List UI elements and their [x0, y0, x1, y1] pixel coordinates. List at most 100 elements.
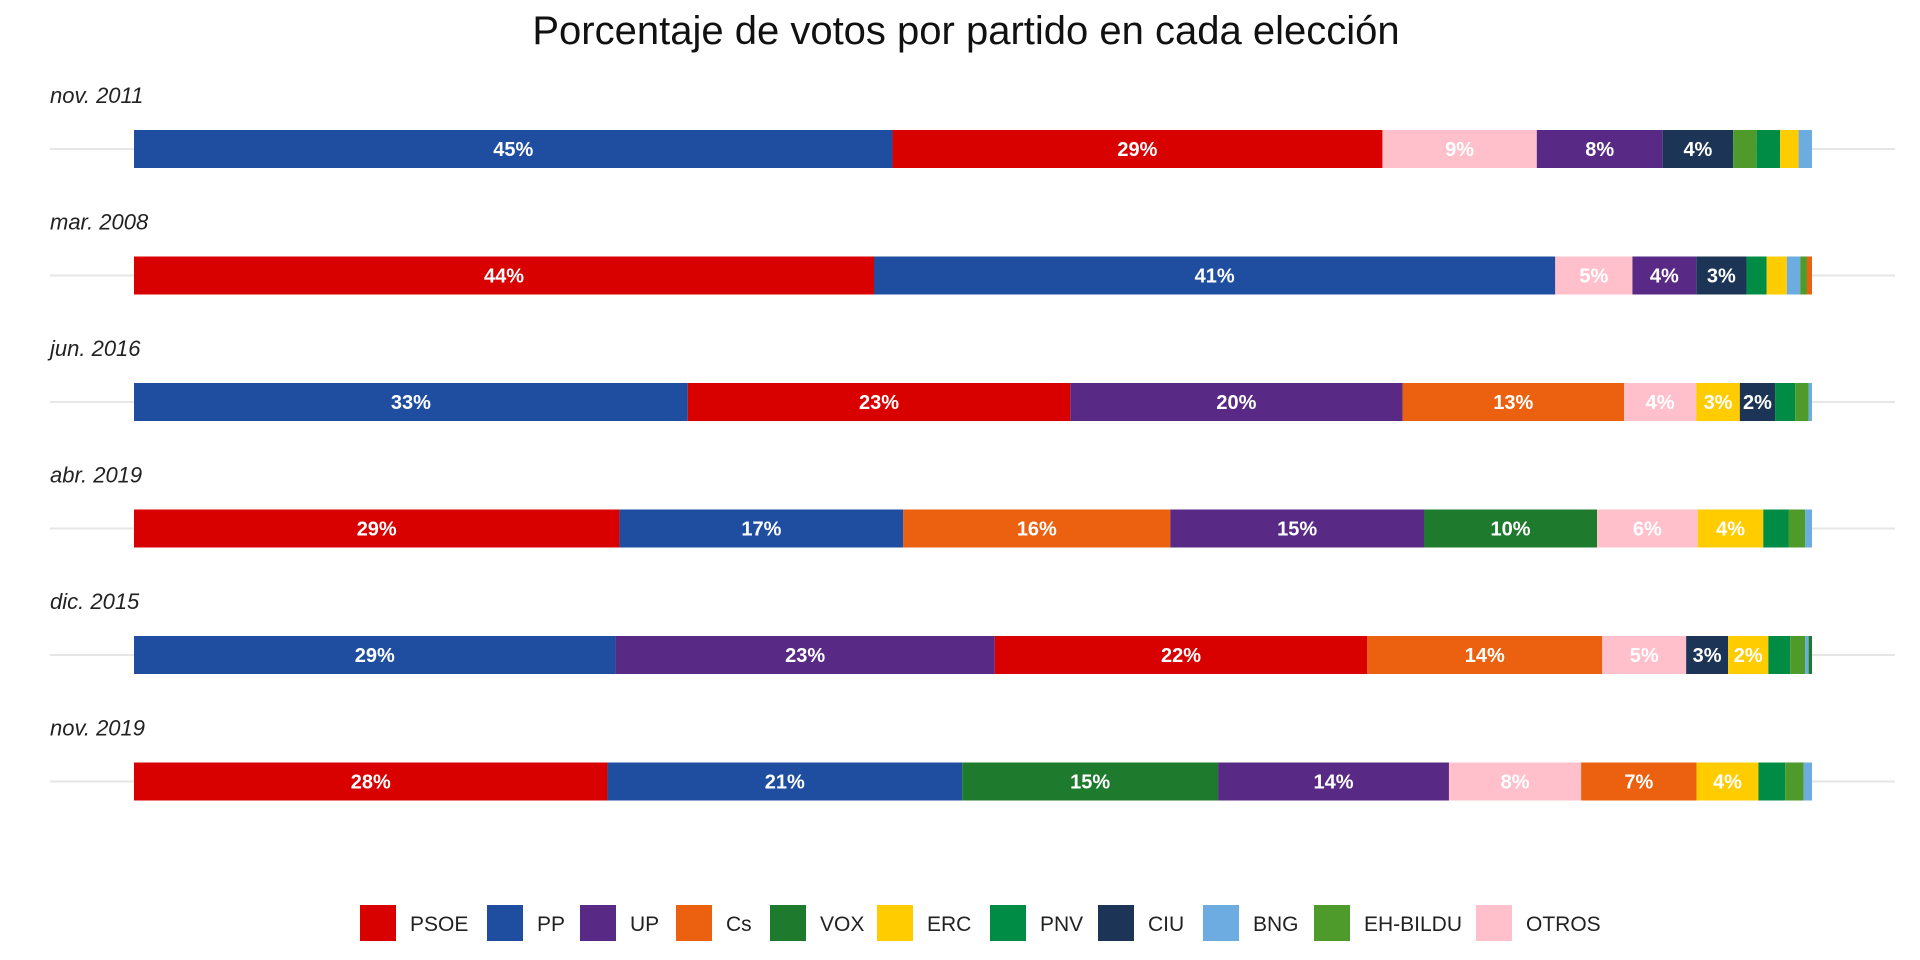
data-label: 3%: [1707, 266, 1736, 288]
legend-label: CIU: [1148, 913, 1184, 936]
bar-segment-eh-bildu: [1785, 762, 1804, 801]
legend-swatch: [990, 905, 1026, 941]
bar-segment-pnv: [1746, 256, 1767, 295]
facet-label: mar. 2008: [50, 210, 149, 235]
data-label: 16%: [1017, 519, 1057, 541]
bar-segment-cs: [903, 509, 1171, 548]
bar-segment-cs: [1402, 383, 1625, 421]
bar-segment-erc: [1696, 383, 1740, 421]
bar-segment-pp: [619, 509, 904, 548]
bar-segment-vox: [1808, 636, 1812, 674]
bar-segment-psoe: [134, 762, 608, 801]
data-label: 14%: [1314, 772, 1354, 794]
bar-segment-pnv: [1763, 509, 1789, 548]
bar-segment-up: [1170, 509, 1424, 548]
data-label: 2%: [1743, 392, 1772, 414]
bar-segment-up: [1632, 256, 1697, 295]
data-label: 29%: [357, 519, 397, 541]
data-label: 4%: [1650, 266, 1679, 288]
bar-segment-otros: [1597, 509, 1698, 548]
bar-segment-erc: [1696, 762, 1759, 801]
data-label: 41%: [1195, 266, 1235, 288]
bar-segment-pnv: [1758, 762, 1786, 801]
bar-segment-psoe: [134, 509, 620, 548]
data-label: 8%: [1501, 772, 1530, 794]
data-label: 33%: [391, 392, 431, 414]
legend-swatch: [1203, 905, 1239, 941]
legend-swatch: [360, 905, 396, 941]
facet-1: mar. 2008 44% 41% 5% 4% 3%: [50, 210, 1895, 295]
data-label: 6%: [1633, 519, 1662, 541]
bar-segment-up: [615, 636, 995, 674]
legend-label: ERC: [927, 913, 971, 936]
bar-segment-bng: [1805, 509, 1812, 548]
facet-2: jun. 2016 33% 23% 20% 13% 4% 3% 2%: [47, 336, 1895, 421]
data-label: 20%: [1216, 392, 1256, 414]
bar-segment-up: [1070, 383, 1403, 421]
bar-segment-erc: [1780, 130, 1799, 168]
data-label: 23%: [785, 645, 825, 667]
facet-label: jun. 2016: [47, 336, 141, 361]
bar-segment-bng: [1808, 383, 1812, 421]
data-label: 15%: [1070, 772, 1110, 794]
legend-label: EH-BILDU: [1364, 913, 1462, 936]
legend: PSOE PP UP Cs VOX ERC PNV CIU BNG EH-BILDU OTROS: [360, 905, 1601, 941]
data-label: 44%: [484, 266, 524, 288]
legend-item-vox: VOX: [770, 905, 864, 941]
bar-segment-erc: [1766, 256, 1787, 295]
bar-segment-eh-bildu: [1788, 509, 1806, 548]
bar-segment-otros: [1624, 383, 1697, 421]
legend-label: UP: [630, 913, 659, 936]
legend-swatch: [1098, 905, 1134, 941]
bar-segment-vox: [1423, 509, 1597, 548]
data-label: 7%: [1624, 772, 1653, 794]
legend-label: PNV: [1040, 913, 1083, 936]
bar-segment-pnv: [1756, 130, 1781, 168]
facet-5: nov. 2019 28% 21% 15% 14% 8% 7% 4%: [50, 716, 1895, 801]
legend-item-psoe: PSOE: [360, 905, 468, 941]
bar-segment-bng: [1798, 130, 1812, 168]
data-label: 3%: [1693, 645, 1722, 667]
data-label: 45%: [493, 139, 533, 161]
bar-segment-bng: [1803, 762, 1812, 801]
chart-title: Porcentaje de votos por partido en cada …: [532, 9, 1399, 53]
data-label: 5%: [1579, 266, 1608, 288]
bar-segment-ciu: [1686, 636, 1729, 674]
bar-segment-eh-bildu: [1733, 130, 1757, 168]
legend-swatch: [676, 905, 712, 941]
data-label: 9%: [1445, 139, 1474, 161]
data-label: 21%: [765, 772, 805, 794]
data-label: 29%: [355, 645, 395, 667]
legend-label: PSOE: [410, 913, 468, 936]
bar-segment-pnv: [1768, 636, 1791, 674]
bar-segment-ciu: [1662, 130, 1734, 168]
bar-segment-bng: [1805, 636, 1809, 674]
legend-label: OTROS: [1526, 913, 1601, 936]
bar-segment-vox: [962, 762, 1219, 801]
facet-label: nov. 2011: [50, 83, 143, 108]
facet-label: dic. 2015: [50, 589, 140, 614]
bar-segment-up: [1536, 130, 1663, 168]
facet-4: dic. 2015 29% 23% 22% 14% 5% 3% 2%: [50, 589, 1895, 674]
facet-0: nov. 2011 45% 29% 9% 8% 4%: [50, 83, 1895, 168]
facet-label: abr. 2019: [50, 463, 142, 488]
bar-segment-otros: [1555, 256, 1633, 295]
data-label: 4%: [1646, 392, 1675, 414]
bar-segment-otros: [1448, 762, 1582, 801]
bar-segment-eh-bildu: [1800, 256, 1807, 295]
legend-item-otros: OTROS: [1476, 905, 1601, 941]
facet-label: nov. 2019: [50, 716, 145, 741]
legend-item-pnv: PNV: [990, 905, 1083, 941]
legend-swatch: [580, 905, 616, 941]
legend-swatch: [1476, 905, 1512, 941]
data-label: 3%: [1704, 392, 1733, 414]
legend-item-erc: ERC: [877, 905, 971, 941]
bar-segment-erc: [1697, 509, 1764, 548]
data-label: 4%: [1716, 519, 1745, 541]
bar-segment-pp: [874, 256, 1556, 295]
facet-3: abr. 2019 29% 17% 16% 15% 10% 6% 4%: [50, 463, 1895, 548]
legend-label: PP: [537, 913, 565, 936]
data-label: 8%: [1585, 139, 1614, 161]
